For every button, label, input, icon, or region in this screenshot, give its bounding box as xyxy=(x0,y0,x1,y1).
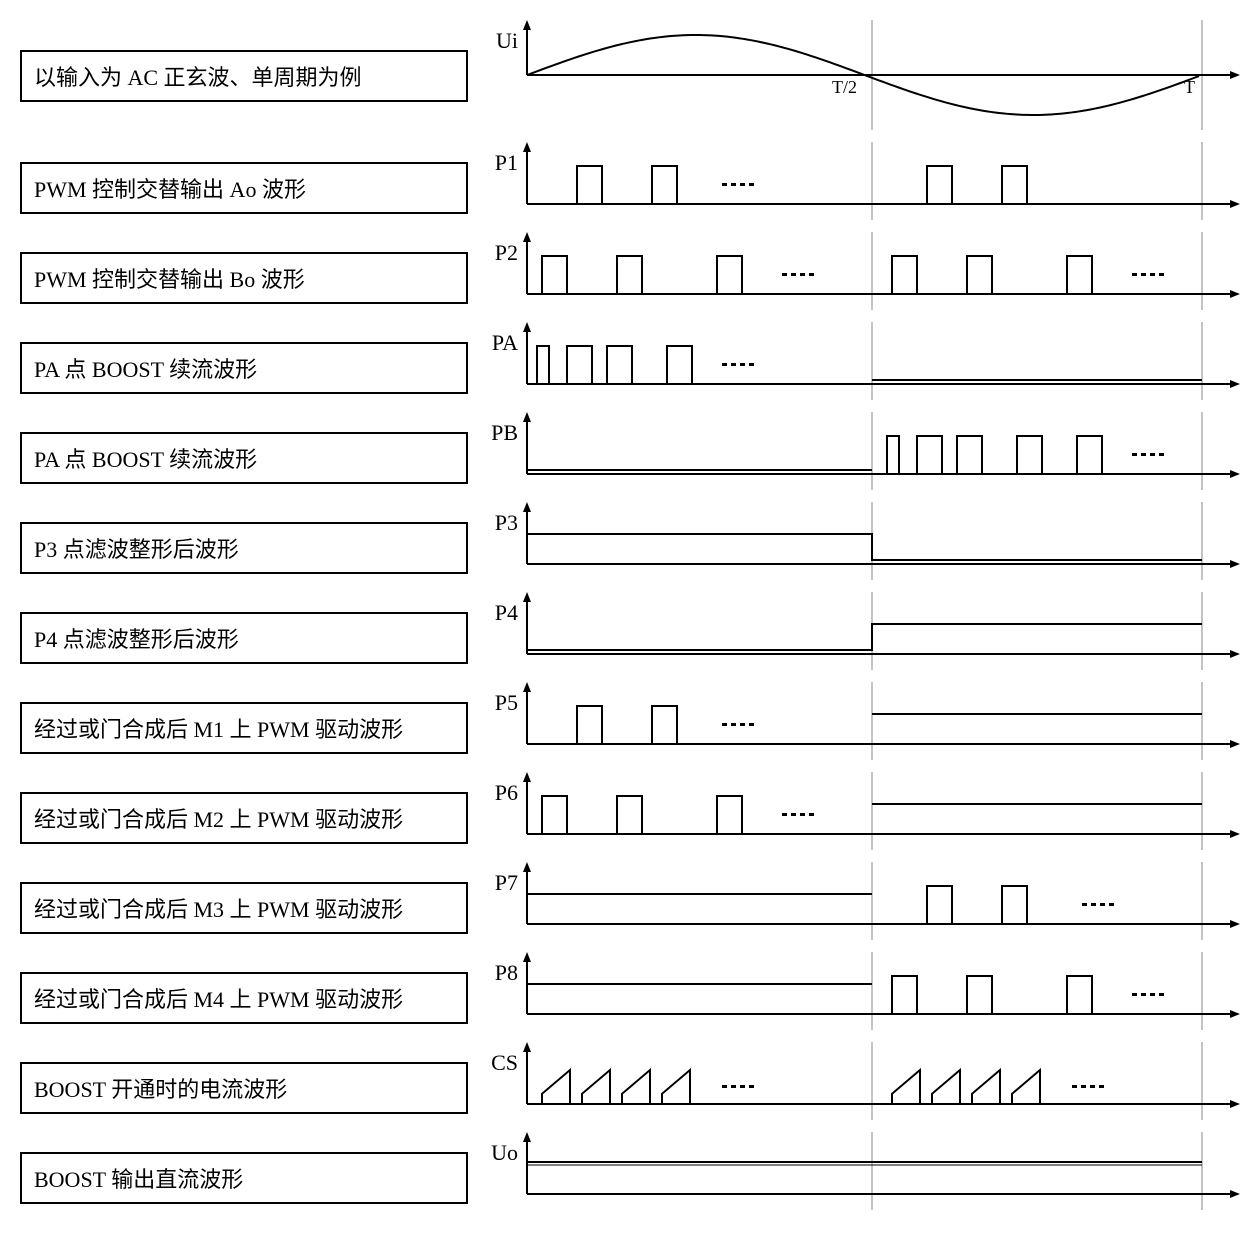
waveform-row: P4 点滤波整形后波形P4t xyxy=(20,592,1220,670)
waveform: t xyxy=(522,412,1240,490)
waveform: t xyxy=(522,502,1240,580)
row-label: PWM 控制交替输出 Bo 波形 xyxy=(20,252,468,304)
timing-diagram: 以输入为 AC 正玄波、单周期为例UiT/2TtPWM 控制交替输出 Ao 波形… xyxy=(20,20,1220,1210)
waveform-row: BOOST 输出直流波形Uot xyxy=(20,1132,1220,1210)
waveform-row: PWM 控制交替输出 Bo 波形P2t xyxy=(20,232,1220,310)
signal-name: P5 xyxy=(468,690,522,716)
waveform: t xyxy=(522,322,1240,400)
signal-name: P4 xyxy=(468,600,522,626)
signal-name: Ui xyxy=(468,28,522,54)
waveform-row: 经过或门合成后 M4 上 PWM 驱动波形P8t xyxy=(20,952,1220,1030)
signal-name: P7 xyxy=(468,870,522,896)
waveform-row: 以输入为 AC 正玄波、单周期为例UiT/2Tt xyxy=(20,20,1220,130)
signal-name: PB xyxy=(468,420,522,446)
signal-name: P6 xyxy=(468,780,522,806)
row-label: BOOST 开通时的电流波形 xyxy=(20,1062,468,1114)
waveform: t xyxy=(522,1132,1240,1210)
signal-name: CS xyxy=(468,1050,522,1076)
waveform-row: BOOST 开通时的电流波形CSt xyxy=(20,1042,1220,1120)
row-label: PA 点 BOOST 续流波形 xyxy=(20,342,468,394)
signal-name: P2 xyxy=(468,240,522,266)
waveform: t xyxy=(522,682,1240,760)
waveform: t xyxy=(522,772,1240,850)
row-label: 以输入为 AC 正玄波、单周期为例 xyxy=(20,50,468,102)
waveform: t xyxy=(522,592,1240,670)
waveform: t xyxy=(522,1042,1240,1120)
waveform-row: P3 点滤波整形后波形P3t xyxy=(20,502,1220,580)
waveform-row: PA 点 BOOST 续流波形PBt xyxy=(20,412,1220,490)
svg-text:T: T xyxy=(1184,77,1195,97)
waveform: t xyxy=(522,862,1240,940)
row-label: BOOST 输出直流波形 xyxy=(20,1152,468,1204)
waveform-row: 经过或门合成后 M3 上 PWM 驱动波形P7t xyxy=(20,862,1220,940)
signal-name: PA xyxy=(468,330,522,356)
waveform-row: 经过或门合成后 M1 上 PWM 驱动波形P5t xyxy=(20,682,1220,760)
waveform: t xyxy=(522,952,1240,1030)
row-label: 经过或门合成后 M2 上 PWM 驱动波形 xyxy=(20,792,468,844)
row-label: PWM 控制交替输出 Ao 波形 xyxy=(20,162,468,214)
signal-name: P1 xyxy=(468,150,522,176)
waveform-row: PA 点 BOOST 续流波形PAt xyxy=(20,322,1220,400)
signal-name: Uo xyxy=(468,1140,522,1166)
waveform-row: 经过或门合成后 M2 上 PWM 驱动波形P6t xyxy=(20,772,1220,850)
row-label: 经过或门合成后 M4 上 PWM 驱动波形 xyxy=(20,972,468,1024)
row-label: 经过或门合成后 M3 上 PWM 驱动波形 xyxy=(20,882,468,934)
row-label: P3 点滤波整形后波形 xyxy=(20,522,468,574)
waveform: T/2Tt xyxy=(522,20,1240,130)
row-label: 经过或门合成后 M1 上 PWM 驱动波形 xyxy=(20,702,468,754)
row-label: P4 点滤波整形后波形 xyxy=(20,612,468,664)
row-label: PA 点 BOOST 续流波形 xyxy=(20,432,468,484)
waveform-row: PWM 控制交替输出 Ao 波形P1t xyxy=(20,142,1220,220)
waveform: t xyxy=(522,142,1240,220)
waveform: t xyxy=(522,232,1240,310)
svg-text:T/2: T/2 xyxy=(832,77,857,97)
signal-name: P3 xyxy=(468,510,522,536)
signal-name: P8 xyxy=(468,960,522,986)
